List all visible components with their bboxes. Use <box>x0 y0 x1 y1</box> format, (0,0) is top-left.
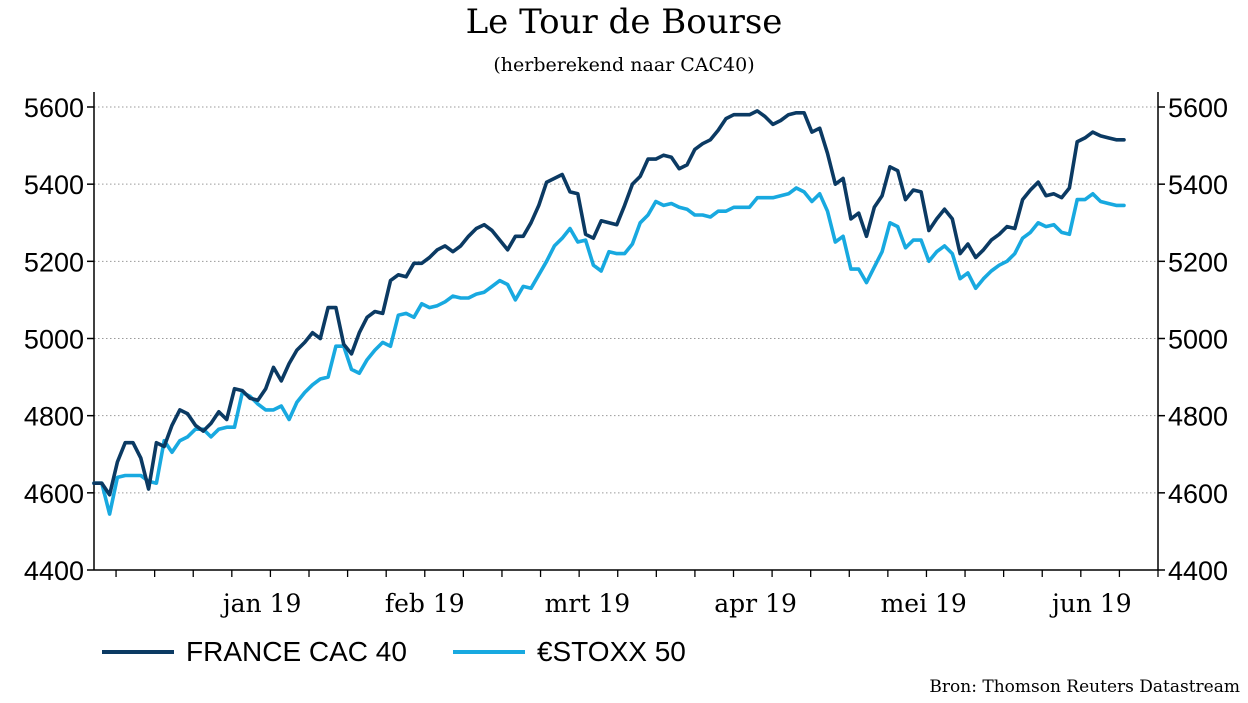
x-axis: jan 19 feb 19 mrt 19 apr 19 mei 19 jun 19 <box>115 570 1159 618</box>
y-tick-label-right: 5600 <box>1168 93 1228 123</box>
y-tick-label-right: 4600 <box>1168 479 1228 509</box>
legend-label-cac40: FRANCE CAC 40 <box>186 636 407 667</box>
y-tick-label-left: 5400 <box>24 170 84 200</box>
grid-lines <box>94 106 1158 494</box>
y-tick-label-left: 5600 <box>24 93 84 123</box>
x-tick-label: feb 19 <box>385 589 465 618</box>
y-tick-label-left: 4800 <box>24 402 84 432</box>
series-line-stoxx50 <box>92 186 1126 516</box>
legend: FRANCE CAC 40 €STOXX 50 <box>102 632 732 672</box>
legend-swatch-cac40 <box>102 650 174 654</box>
legend-item-cac40: FRANCE CAC 40 <box>102 636 407 668</box>
x-tick-label: jun 19 <box>1049 589 1132 618</box>
y-tick-label-right: 4400 <box>1168 556 1228 586</box>
y-tick-label-left: 5200 <box>24 247 84 277</box>
y-axis-left: 4400 4600 4800 5000 5200 5400 5600 <box>24 93 94 586</box>
y-tick-label-left: 5000 <box>24 325 84 355</box>
chart-title: Le Tour de Bourse <box>465 2 783 42</box>
y-axis-right: 4400 4600 4800 5000 5200 5400 5600 <box>1158 93 1228 586</box>
legend-swatch-stoxx50 <box>452 650 525 654</box>
legend-item-stoxx50: €STOXX 50 <box>452 636 686 668</box>
x-tick-label: mrt 19 <box>545 589 630 618</box>
y-tick-label-right: 5200 <box>1168 247 1228 277</box>
x-tick-label: jan 19 <box>220 589 302 618</box>
y-tick-label-right: 5400 <box>1168 170 1228 200</box>
legend-label-stoxx50: €STOXX 50 <box>536 636 686 667</box>
axes <box>93 92 1159 571</box>
source-note: Bron: Thomson Reuters Datastream <box>929 677 1240 697</box>
y-tick-label-right: 4800 <box>1168 402 1228 432</box>
y-tick-label-left: 4600 <box>24 479 84 509</box>
y-tick-label-left: 4400 <box>24 556 84 586</box>
chart-subtitle: (herberekend naar CAC40) <box>493 54 755 76</box>
x-tick-label: apr 19 <box>714 589 797 618</box>
series-line-cac40 <box>92 109 1126 497</box>
x-tick-label: mei 19 <box>881 589 967 618</box>
y-tick-label-right: 5000 <box>1168 325 1228 355</box>
series-lines <box>92 109 1126 516</box>
